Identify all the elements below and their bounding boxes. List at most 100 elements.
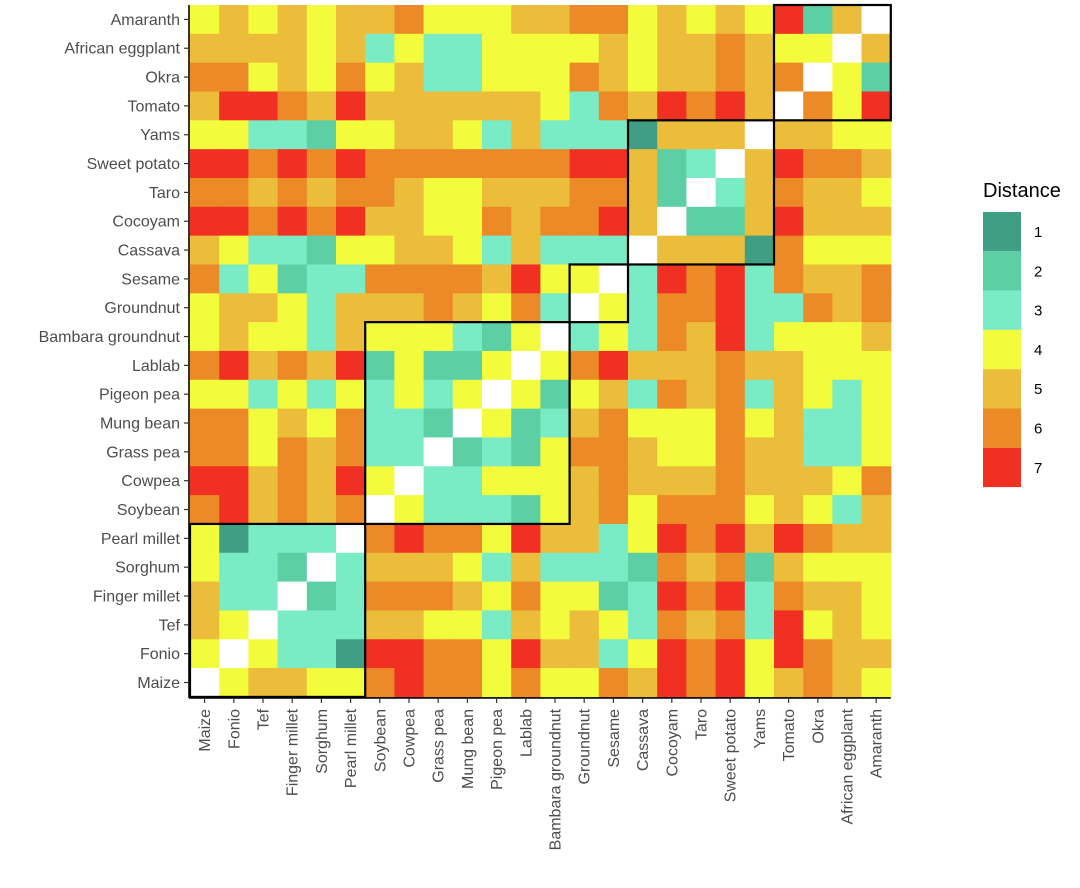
heatmap-cell xyxy=(190,350,220,381)
heatmap-cell xyxy=(715,177,746,208)
heatmap-cell xyxy=(306,91,337,121)
heatmap-cell xyxy=(452,264,483,294)
heatmap-cell xyxy=(482,639,512,669)
heatmap-cell xyxy=(598,293,629,323)
heatmap-cell xyxy=(394,552,425,583)
heatmap-cell xyxy=(744,379,775,410)
heatmap-cell xyxy=(452,177,483,208)
heatmap-cell xyxy=(628,235,658,266)
heatmap-cell xyxy=(657,235,687,266)
heatmap-cell xyxy=(248,437,279,467)
legend-key xyxy=(983,212,1021,252)
heatmap-cell xyxy=(336,639,366,669)
heatmap-cell xyxy=(832,581,863,612)
y-tick-label: Tomato xyxy=(128,98,181,115)
heatmap-cell xyxy=(452,495,483,525)
heatmap-cell xyxy=(336,581,366,612)
heatmap-cell xyxy=(190,523,220,554)
heatmap-cell xyxy=(803,437,833,467)
heatmap-cell xyxy=(219,120,249,150)
heatmap-cell xyxy=(628,668,658,698)
heatmap-cell xyxy=(715,322,746,352)
heatmap-cell xyxy=(248,264,279,294)
heatmap-cell xyxy=(569,120,600,150)
heatmap-cell xyxy=(248,610,279,640)
y-tick-label: Fonio xyxy=(140,646,180,663)
heatmap-cell xyxy=(511,639,541,669)
heatmap-cell xyxy=(715,5,746,35)
heatmap-cell xyxy=(190,264,220,294)
heatmap-cell xyxy=(803,350,833,381)
heatmap-cell xyxy=(190,120,220,150)
heatmap-cell xyxy=(336,5,366,35)
heatmap-cell xyxy=(744,495,775,525)
heatmap-cell xyxy=(598,495,629,525)
heatmap-cell xyxy=(394,379,425,410)
heatmap-cell xyxy=(569,91,600,121)
heatmap-cell xyxy=(628,523,658,554)
x-tick-label: Taro xyxy=(694,709,711,740)
heatmap-cell xyxy=(365,235,395,266)
heatmap-cell xyxy=(190,177,220,208)
heatmap-cell xyxy=(540,33,571,64)
heatmap-cell xyxy=(598,62,629,93)
heatmap-cell xyxy=(482,350,512,381)
heatmap-cell xyxy=(832,495,863,525)
heatmap-cell xyxy=(744,581,775,612)
heatmap-cell xyxy=(774,120,804,150)
x-tick-label: Sweet potato xyxy=(723,709,740,803)
heatmap-cell xyxy=(277,149,308,179)
heatmap-cell xyxy=(803,33,833,64)
heatmap-cell xyxy=(540,379,571,410)
heatmap-cell xyxy=(569,62,600,93)
heatmap-cell xyxy=(774,552,804,583)
heatmap-cell xyxy=(657,149,687,179)
heatmap-cell xyxy=(248,177,279,208)
legend-key xyxy=(983,251,1021,291)
heatmap-cell xyxy=(482,149,512,179)
heatmap-cell xyxy=(803,408,833,439)
heatmap-cell xyxy=(511,523,541,554)
heatmap-cell xyxy=(657,437,687,467)
heatmap-cell xyxy=(394,322,425,352)
heatmap-cell xyxy=(774,639,804,669)
heatmap-cell xyxy=(540,668,571,698)
heatmap-cell xyxy=(248,350,279,381)
heatmap-cell xyxy=(219,91,249,121)
heatmap-cell xyxy=(511,495,541,525)
x-tick-label: Grass pea xyxy=(431,709,448,783)
heatmap-cell xyxy=(628,639,658,669)
cluster-box xyxy=(188,522,367,699)
heatmap-cell xyxy=(686,177,717,208)
heatmap-cell xyxy=(686,235,717,266)
heatmap-cell xyxy=(306,33,337,64)
heatmap-cell xyxy=(452,120,483,150)
heatmap-cell xyxy=(394,120,425,150)
heatmap-cell xyxy=(657,120,687,150)
heatmap-cell xyxy=(336,264,366,294)
heatmap-cell xyxy=(190,206,220,237)
heatmap-cell xyxy=(540,235,571,266)
heatmap-cell xyxy=(774,62,804,93)
heatmap-cell xyxy=(686,91,717,121)
heatmap-cell xyxy=(686,639,717,669)
heatmap-cell xyxy=(219,495,249,525)
heatmap-cell xyxy=(657,523,687,554)
x-tick-label: Maize xyxy=(197,709,214,752)
heatmap-cell xyxy=(861,350,892,381)
heatmap-cell xyxy=(569,293,600,323)
heatmap-cell xyxy=(248,495,279,525)
heatmap-cell xyxy=(861,5,892,35)
x-tick-label: Finger millet xyxy=(285,708,302,796)
heatmap-cell xyxy=(744,610,775,640)
heatmap-cell xyxy=(277,177,308,208)
heatmap-cell xyxy=(190,149,220,179)
heatmap-cell xyxy=(277,523,308,554)
heatmap-cell xyxy=(744,322,775,352)
heatmap-cell xyxy=(190,639,220,669)
heatmap-cell xyxy=(423,350,454,381)
heatmap-cell xyxy=(336,322,366,352)
heatmap-cell xyxy=(306,523,337,554)
heatmap-cell xyxy=(569,437,600,467)
heatmap-cell xyxy=(774,610,804,640)
